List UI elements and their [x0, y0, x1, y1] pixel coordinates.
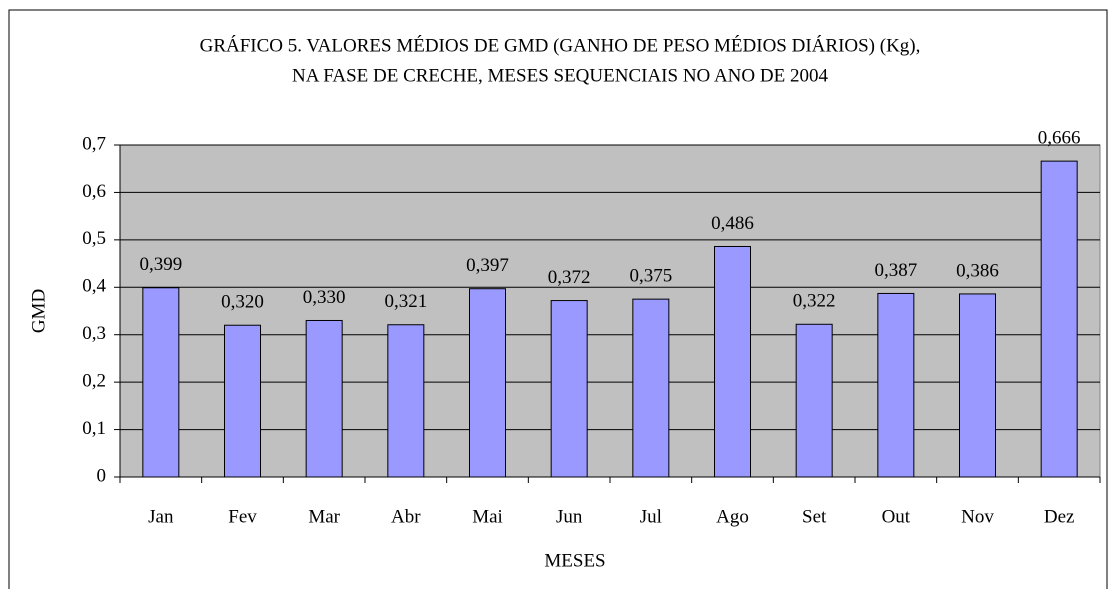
bar	[305, 319, 343, 478]
y-tick-label: 0,4	[82, 276, 106, 297]
data-label: 0,386	[956, 260, 999, 281]
data-label: 0,372	[548, 267, 591, 288]
chart-title: NA FASE DE CRECHE, MESES SEQUENCIAIS NO …	[292, 65, 828, 86]
bar	[142, 287, 180, 478]
data-label: 0,322	[793, 291, 836, 312]
data-label: 0,399	[139, 254, 182, 275]
x-tick-label: Fev	[228, 506, 257, 527]
data-label: 0,387	[874, 260, 917, 281]
y-tick-label: 0,7	[82, 133, 106, 154]
x-tick-label: Jul	[640, 506, 662, 527]
y-tick-label: 0	[97, 465, 107, 486]
data-label: 0,666	[1038, 127, 1081, 148]
x-tick-label: Jan	[148, 506, 174, 527]
data-label: 0,375	[629, 266, 672, 287]
x-tick-label: Mai	[472, 506, 503, 527]
data-label: 0,321	[384, 291, 427, 312]
bar	[714, 245, 751, 478]
x-tick-label: Ago	[716, 506, 749, 527]
y-tick-label: 0,3	[82, 323, 106, 344]
data-label: 0,486	[711, 213, 754, 234]
y-tick-label: 0,6	[82, 181, 106, 202]
x-tick-label: Set	[802, 506, 827, 527]
bar	[959, 293, 996, 478]
bar	[387, 324, 425, 478]
bar	[877, 292, 915, 478]
plot-area	[119, 144, 1101, 478]
chart-title: GRÁFICO 5. VALORES MÉDIOS DE GMD (GANHO …	[200, 34, 921, 56]
y-tick-label: 0,1	[82, 418, 106, 439]
bar	[224, 324, 261, 478]
bar	[1040, 160, 1078, 478]
x-tick-label: Dez	[1044, 506, 1075, 527]
y-axis-label: GMD	[28, 289, 49, 333]
data-label: 0,397	[466, 255, 509, 276]
data-label: 0,320	[221, 292, 264, 313]
y-tick-label: 0,5	[82, 228, 106, 249]
bar	[795, 323, 833, 478]
y-tick-label: 0,2	[82, 371, 106, 392]
x-axis-label: MESES	[544, 550, 605, 571]
x-tick-label: Mar	[308, 506, 340, 527]
x-tick-label: Out	[882, 506, 911, 527]
bar	[550, 300, 588, 478]
bar	[632, 298, 670, 478]
x-tick-label: Jun	[556, 506, 583, 527]
x-tick-label: Abr	[391, 506, 421, 527]
x-tick-label: Nov	[961, 506, 994, 527]
bar	[469, 288, 506, 478]
data-label: 0,330	[303, 287, 346, 308]
